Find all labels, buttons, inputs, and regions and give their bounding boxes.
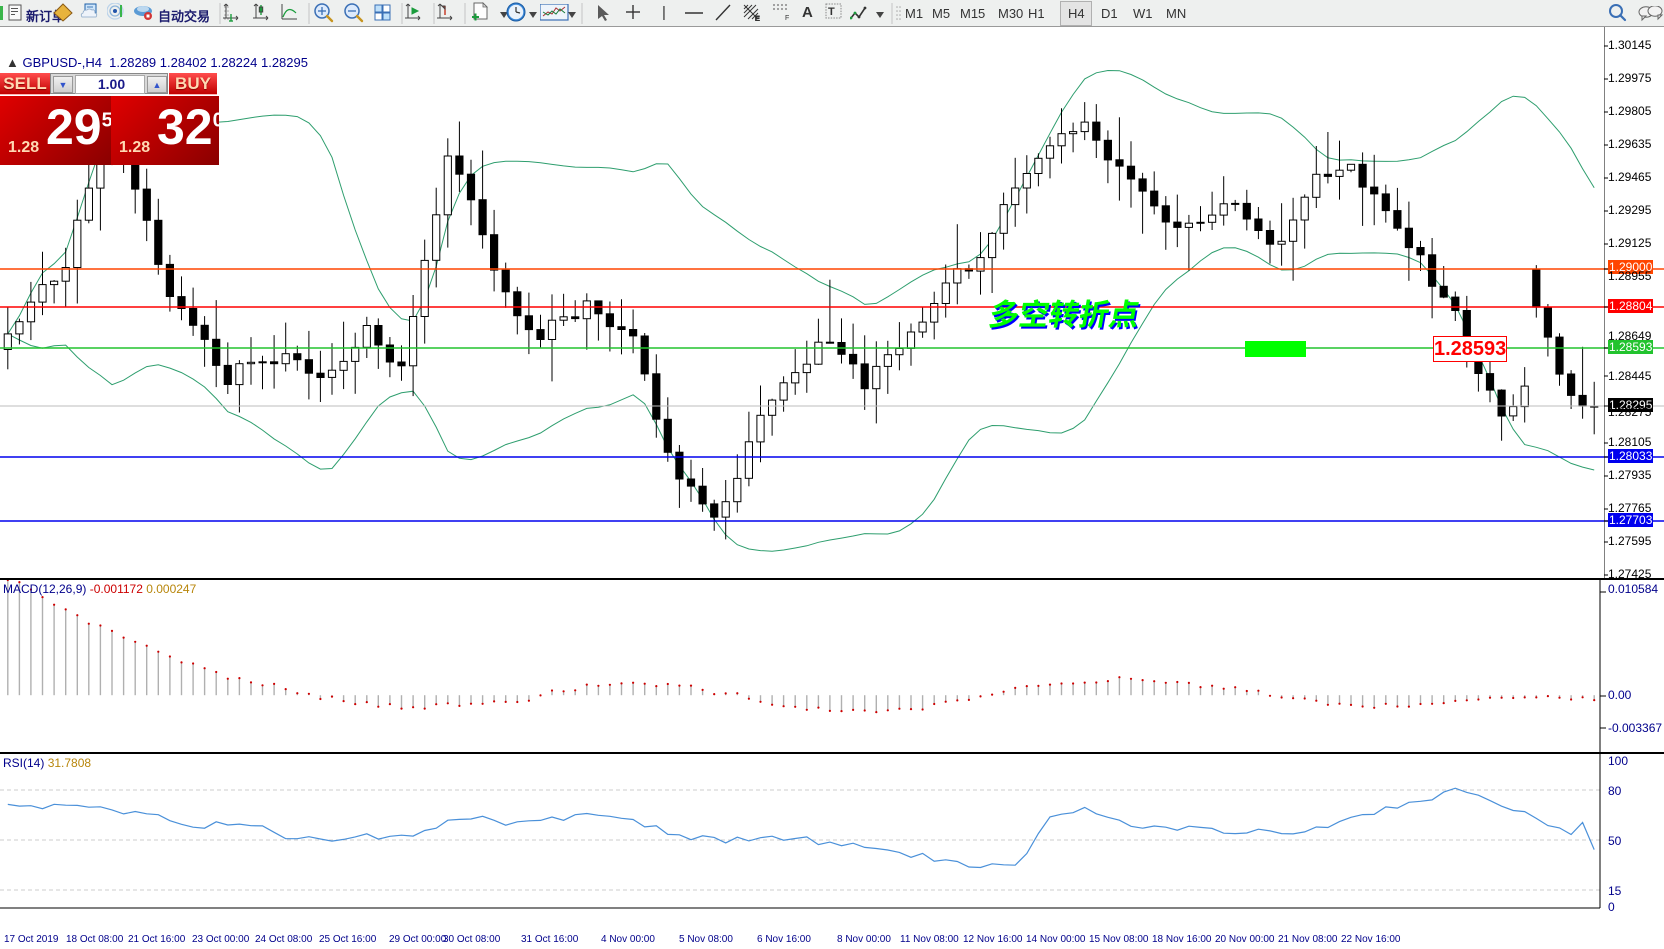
svg-text:多空转折点: 多空转折点 (986, 290, 1144, 334)
svg-text:E: E (755, 16, 760, 21)
svg-text:F: F (785, 15, 789, 21)
svg-text:T: T (828, 6, 835, 18)
